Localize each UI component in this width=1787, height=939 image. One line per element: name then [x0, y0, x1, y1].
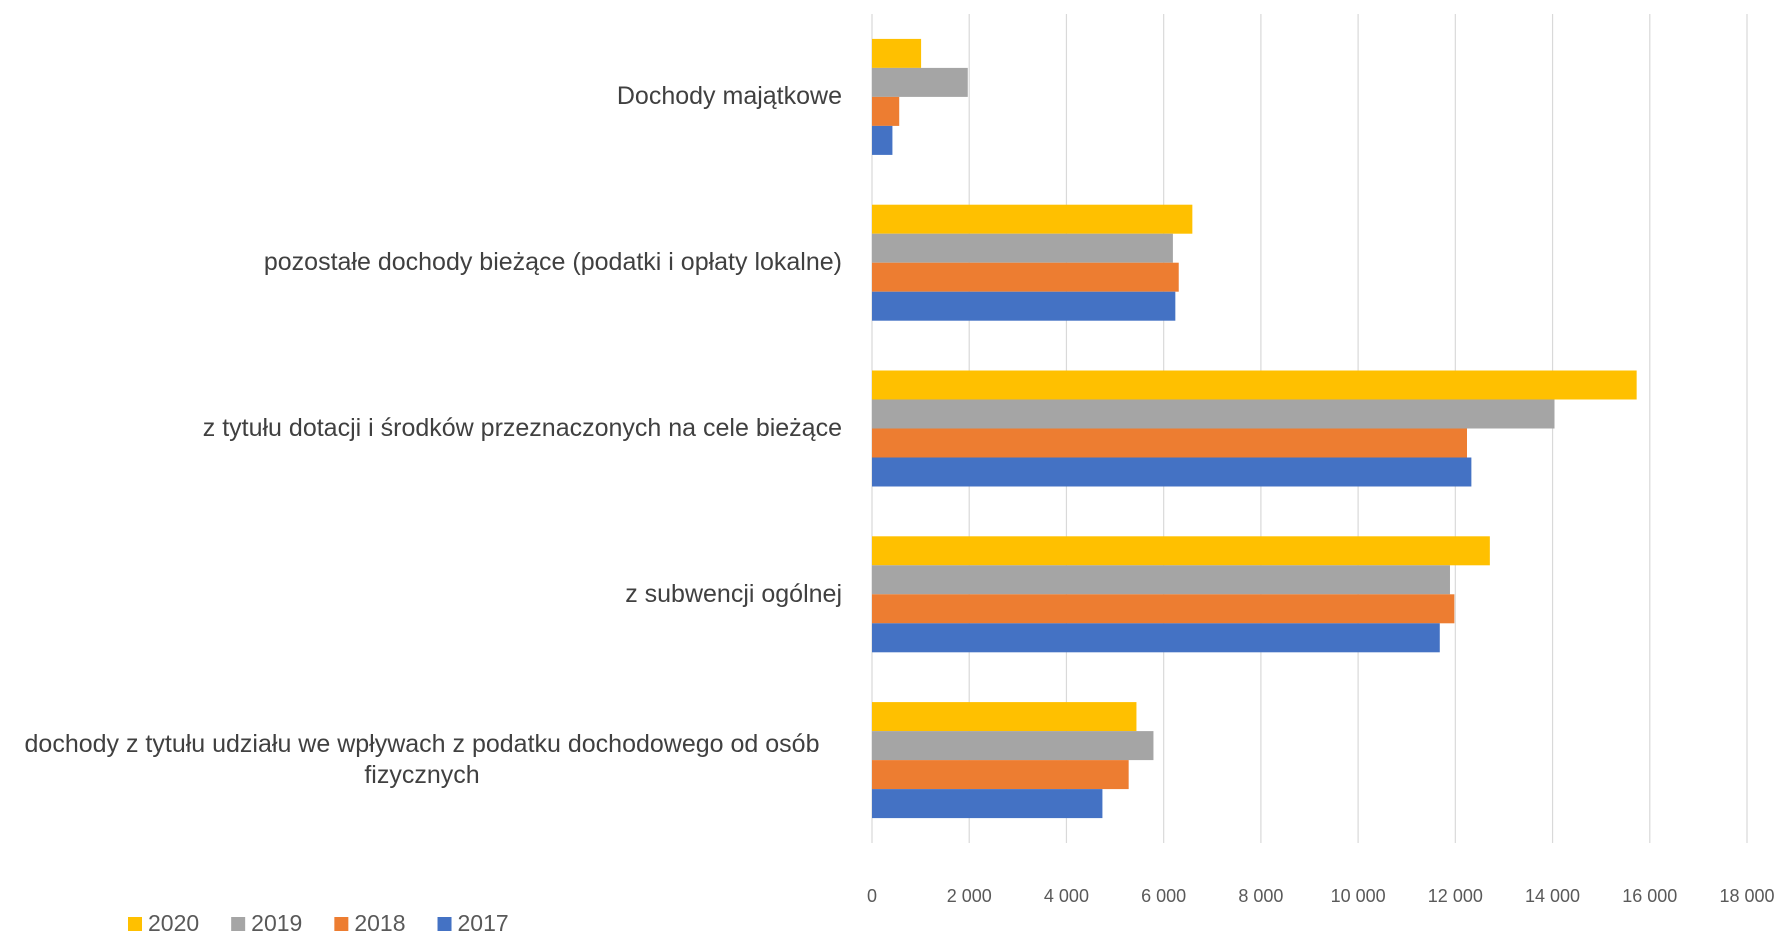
bar	[872, 789, 1103, 819]
x-tick-label: 16 000	[1622, 886, 1677, 906]
bar	[872, 623, 1440, 653]
legend-label: 2017	[458, 910, 509, 936]
category-label: Dochody majątkowe	[616, 82, 842, 111]
bar	[872, 96, 900, 126]
bar	[872, 731, 1154, 761]
bar	[872, 594, 1455, 624]
legend-label: 2020	[148, 910, 199, 936]
bar	[872, 565, 1450, 595]
bar	[872, 428, 1467, 458]
legend-swatch	[128, 917, 142, 931]
bar	[872, 536, 1490, 566]
bar	[872, 67, 968, 97]
legend-label: 2018	[354, 910, 405, 936]
bar	[872, 370, 1637, 400]
category-label: z subwencji ogólnej	[625, 579, 842, 608]
bar	[872, 291, 1176, 321]
category-label: dochody z tytułu udziału we wpływach z p…	[24, 730, 820, 790]
legend-swatch	[334, 917, 349, 931]
category-label: pozostałe dochody bieżące (podatki i opł…	[263, 248, 842, 277]
x-tick-label: 6 000	[1141, 886, 1186, 906]
x-tick-label: 4 000	[1044, 886, 1089, 906]
x-tick-label: 18 000	[1719, 886, 1774, 906]
bar	[872, 262, 1179, 292]
x-tick-label: 14 000	[1525, 886, 1580, 906]
x-tick-label: 0	[867, 886, 877, 906]
bar	[872, 125, 893, 155]
x-tick-label: 8 000	[1238, 886, 1283, 906]
bar	[872, 702, 1137, 732]
bar	[872, 760, 1129, 790]
category-label: z tytułu dotacji i środków przeznaczonyc…	[202, 414, 842, 442]
legend-label: 2019	[251, 910, 302, 936]
bar	[872, 457, 1472, 487]
bar	[872, 233, 1173, 263]
bar	[872, 399, 1555, 429]
bar	[872, 204, 1193, 234]
legend-swatch	[437, 917, 452, 931]
x-tick-label: 12 000	[1428, 886, 1483, 906]
x-tick-label: 2 000	[947, 886, 992, 906]
bar	[872, 38, 922, 68]
x-tick-label: 10 000	[1331, 886, 1386, 906]
legend-swatch	[231, 917, 246, 931]
